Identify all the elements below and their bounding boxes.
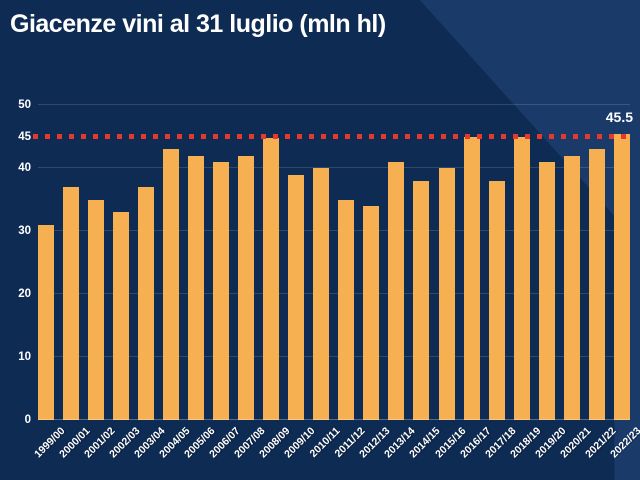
bar-1999-00: 1999/00 [32, 224, 67, 460]
bar-2004-05: 2004/05 [157, 149, 193, 460]
bar-2022-23: 2022/23 [608, 133, 640, 460]
bar-2008-09: 2008/09 [257, 138, 293, 460]
gridline-30 [38, 230, 630, 232]
bar-2003-04: 2003/04 [132, 187, 168, 460]
threshold-dotted-line [33, 133, 630, 139]
chart-title: Giacenze vini al 31 luglio (mln hl) [10, 10, 386, 38]
bar-series: 1999/00 2000/01 2001/02 2002/03 2003/04 2004/… [32, 99, 640, 460]
y-tick-label-30: 30 [18, 225, 31, 238]
y-tick-label-10: 10 [18, 351, 31, 364]
bar-2019-20: 2019/20 [533, 161, 568, 460]
bar-2018-19: 2018/19 [508, 136, 543, 460]
gridline-10 [38, 356, 630, 358]
bar-2005-06: 2005/06 [182, 155, 218, 460]
bar-2009-10: 2009/10 [282, 174, 318, 460]
x-axis-line [38, 419, 630, 420]
y-tick-label-40: 40 [18, 162, 31, 175]
bar-2007-08: 2007/08 [232, 155, 268, 460]
bar-2000-01: 2000/01 [57, 187, 93, 460]
y-tick-label-50: 50 [18, 99, 31, 112]
bar-2012-13: 2012/13 [358, 206, 393, 460]
y-tick-label-45: 45 [18, 130, 31, 143]
bar-2010-11: 2010/11 [308, 168, 343, 460]
bar-2001-02: 2001/02 [82, 199, 118, 460]
last-bar-value-label: 45.5 [605, 108, 633, 125]
bar-2015-16: 2015/16 [433, 168, 468, 460]
y-axis: 0 10 20 30 40 45 50 [0, 99, 31, 426]
gridline-20 [38, 293, 630, 295]
bar-2017-18: 2017/18 [483, 180, 518, 460]
gridline-40 [38, 167, 630, 169]
y-tick-label-0: 0 [24, 414, 31, 426]
plot-area: 1999/00 2000/01 2001/02 2002/03 2003/04 2004/… [32, 99, 640, 460]
bar-2002-03: 2002/03 [107, 212, 143, 460]
bar-2020-21: 2020/21 [558, 155, 593, 460]
bar-2014-15: 2014/15 [408, 180, 443, 460]
bar-2011-12: 2011/12 [333, 199, 368, 460]
bar-2013-14: 2013/14 [383, 161, 418, 460]
y-tick-label-20: 20 [18, 288, 31, 301]
bar-2016-17: 2016/17 [458, 136, 493, 460]
bar-2006-07: 2006/07 [207, 161, 243, 460]
gridline-50 [38, 104, 630, 106]
bar-2021-22: 2021/22 [583, 149, 618, 460]
